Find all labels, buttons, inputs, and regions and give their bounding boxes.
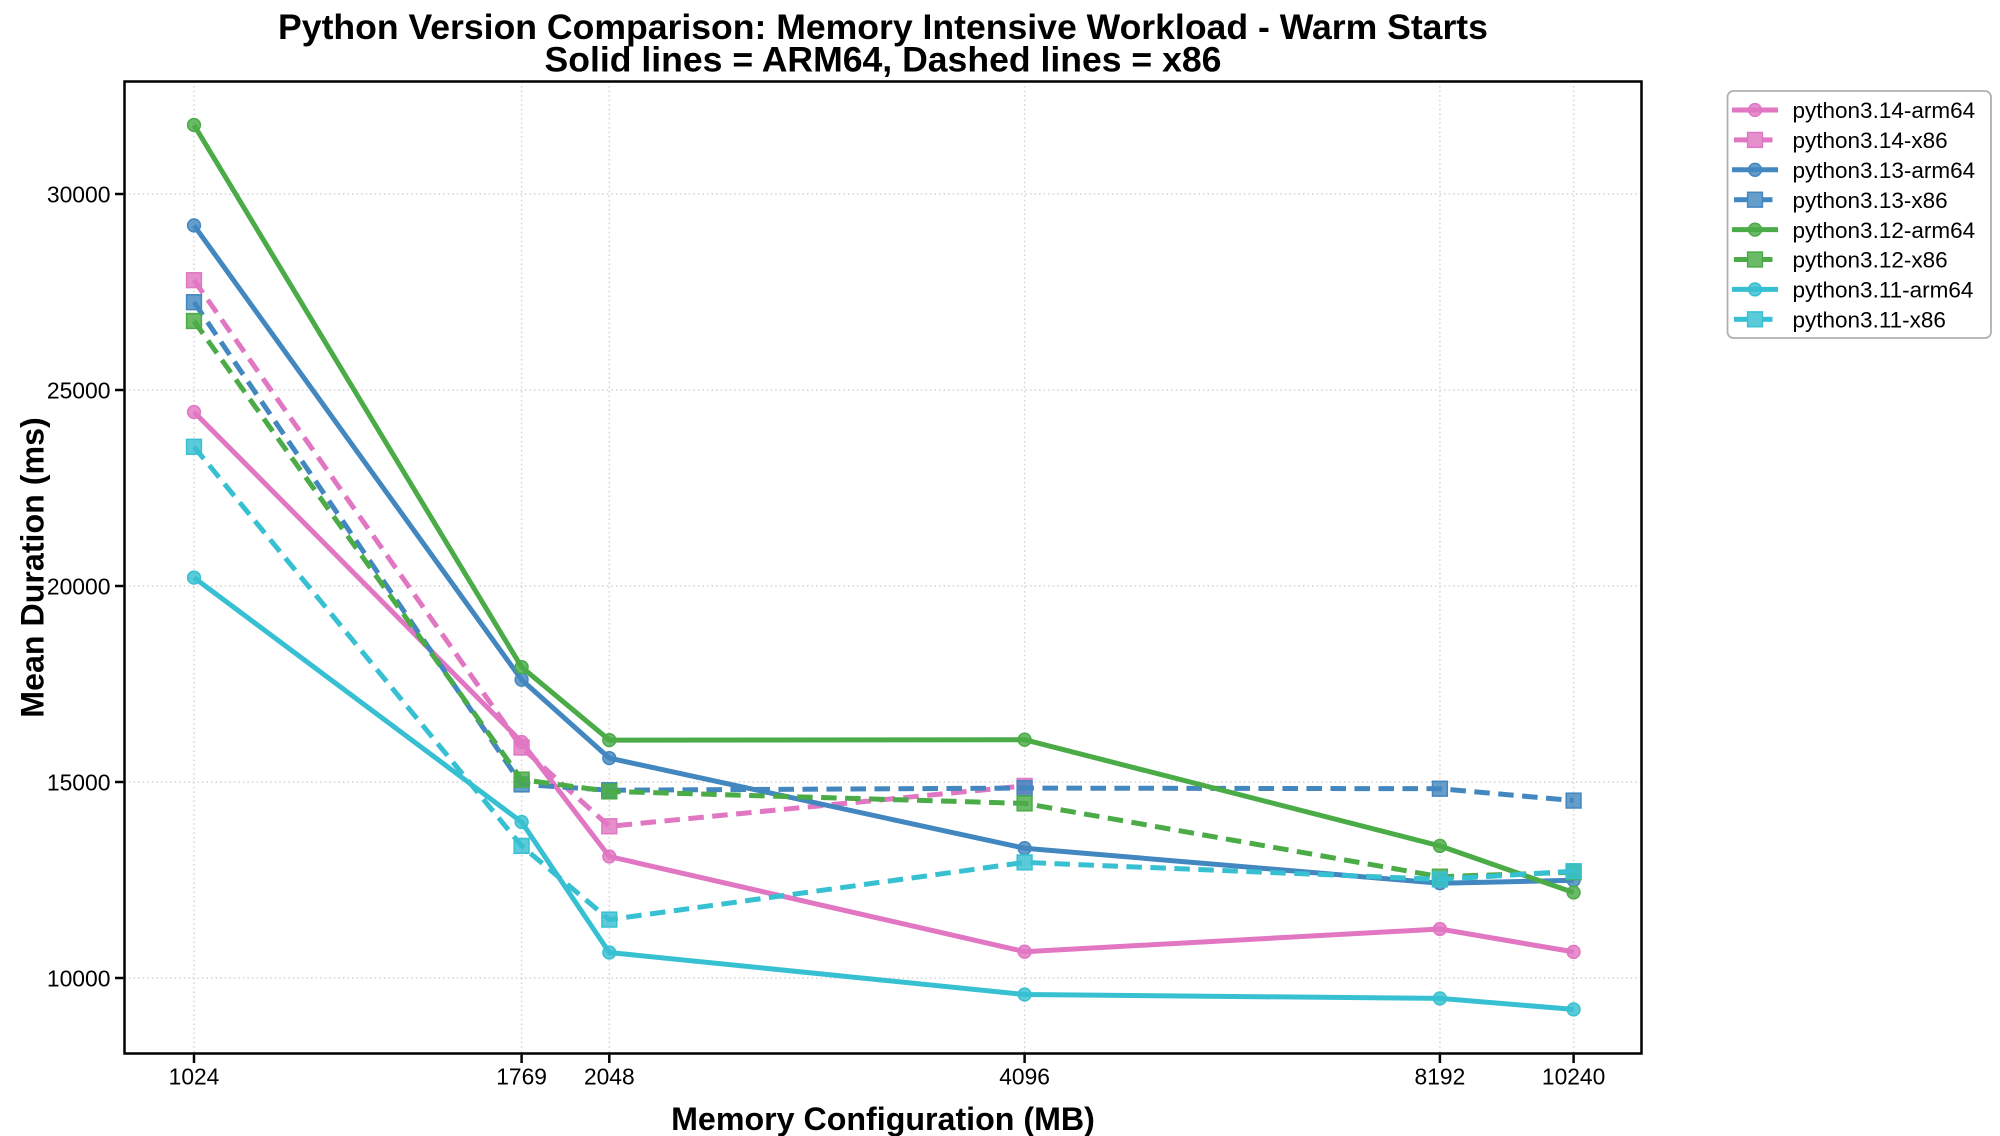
svg-text:python3.13-arm64: python3.13-arm64 (1793, 158, 1976, 183)
svg-text:python3.14-arm64: python3.14-arm64 (1793, 98, 1976, 123)
svg-text:8192: 8192 (1415, 1064, 1466, 1090)
svg-text:20000: 20000 (47, 573, 111, 599)
svg-text:30000: 30000 (47, 181, 111, 207)
svg-text:1024: 1024 (169, 1064, 220, 1090)
svg-text:2048: 2048 (584, 1064, 635, 1090)
svg-text:Memory Configuration (MB): Memory Configuration (MB) (671, 1101, 1095, 1136)
svg-text:python3.11-arm64: python3.11-arm64 (1793, 278, 1974, 303)
svg-text:10240: 10240 (1542, 1064, 1605, 1090)
svg-text:15000: 15000 (47, 769, 111, 795)
svg-text:python3.14-x86: python3.14-x86 (1793, 128, 1948, 153)
svg-text:1769: 1769 (496, 1064, 547, 1090)
svg-text:python3.11-x86: python3.11-x86 (1793, 308, 1946, 333)
svg-text:python3.13-x86: python3.13-x86 (1793, 188, 1948, 213)
svg-text:Solid lines = ARM64, Dashed li: Solid lines = ARM64, Dashed lines = x86 (545, 40, 1222, 80)
svg-text:4096: 4096 (999, 1064, 1050, 1090)
svg-text:25000: 25000 (47, 377, 111, 403)
svg-text:python3.12-x86: python3.12-x86 (1793, 248, 1948, 273)
svg-text:Python Version Comparison: Mem: Python Version Comparison: Memory Intens… (278, 7, 1488, 47)
svg-text:python3.12-arm64: python3.12-arm64 (1793, 218, 1976, 243)
svg-text:Mean Duration (ms): Mean Duration (ms) (15, 417, 51, 717)
svg-text:10000: 10000 (47, 965, 111, 991)
